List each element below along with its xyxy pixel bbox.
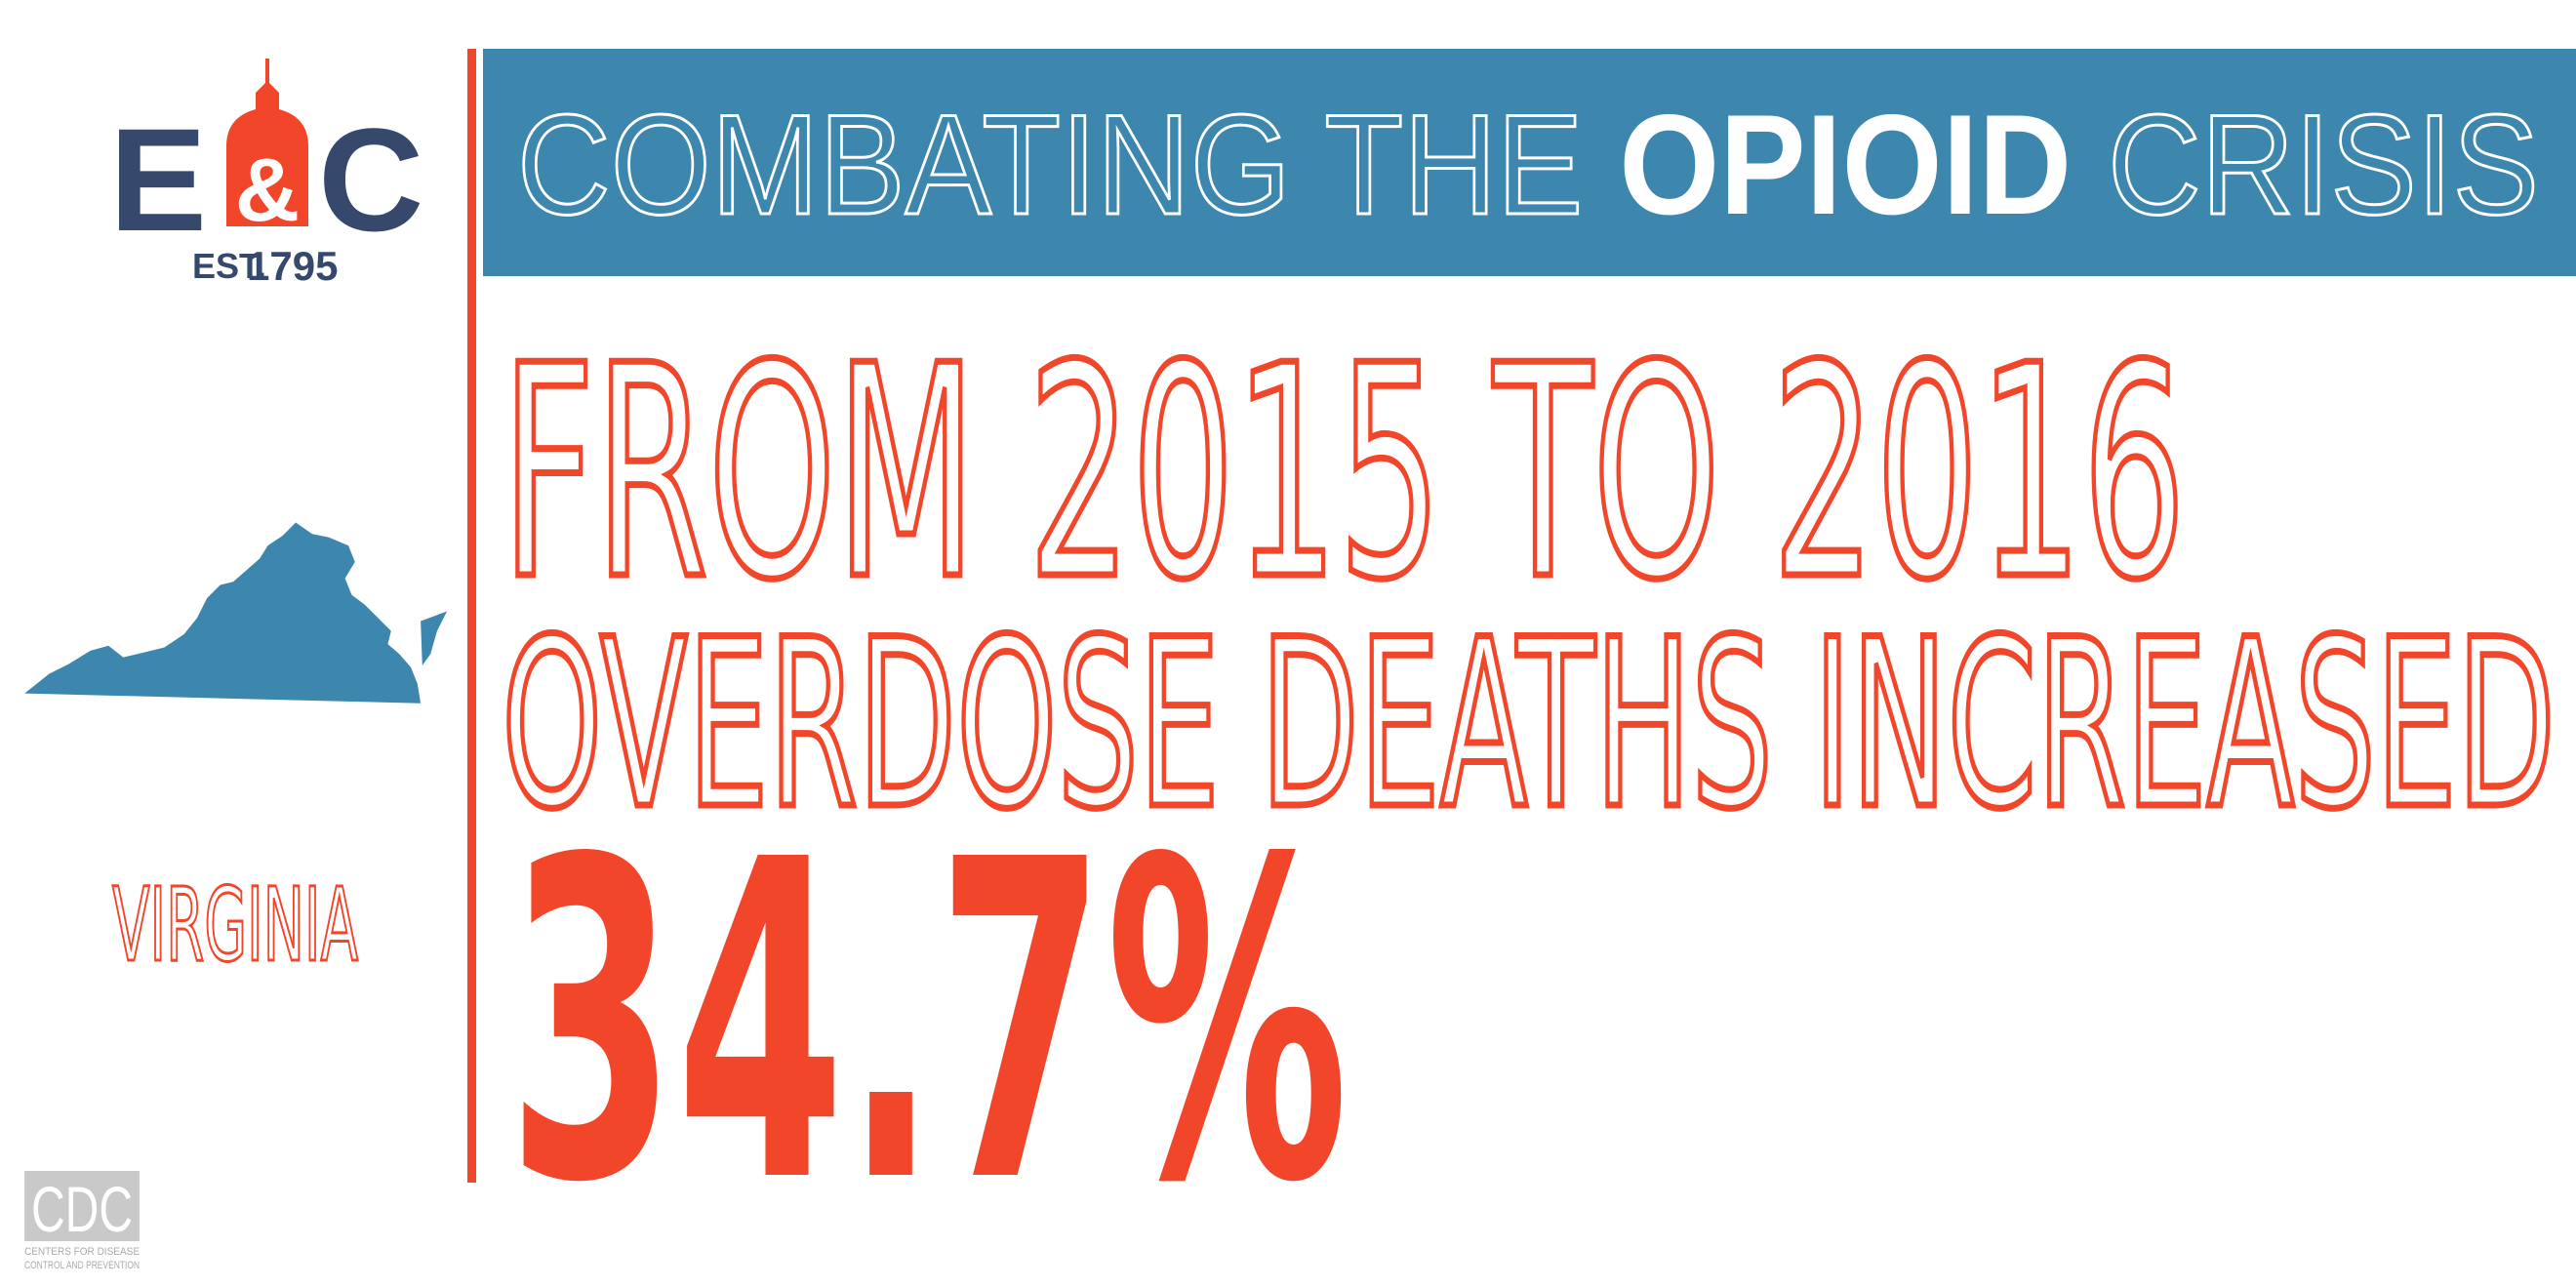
header-tail: CRISIS: [2072, 85, 2539, 244]
state-map: [24, 522, 448, 704]
logo-year: 1795: [247, 243, 338, 289]
state-label: VIRGINIA: [112, 865, 358, 985]
cdc-box: [24, 1171, 140, 1241]
logo-amp: &: [235, 141, 300, 240]
source-logo: CDC CENTERS FOR DISEASE CONTROL AND PREV…: [24, 1171, 140, 1271]
dome-icon: [226, 59, 308, 226]
logo: E & C EST. 1795: [109, 59, 423, 289]
virginia-shape: [24, 522, 422, 704]
cdc-abbr: CDC: [31, 1173, 133, 1245]
cdc-line2: CONTROL AND PREVENTION: [24, 1260, 140, 1271]
header-band: [483, 49, 2576, 276]
header-emphasis: OPIOID: [1619, 85, 2072, 244]
eastern-shore: [421, 611, 448, 666]
header-title: COMBATING THE OPIOID CRISIS: [517, 85, 2539, 244]
header-lead: COMBATING THE: [517, 85, 1619, 244]
logo-c: C: [318, 98, 423, 262]
statistic: 34.7%: [507, 768, 1348, 1279]
headline-line2: OVERDOSE DEATHS INCREASED: [502, 590, 2556, 861]
logo-e: E: [109, 98, 207, 262]
logo-est: EST.: [192, 246, 266, 286]
headline-line1: FROM 2015 TO 2016: [502, 303, 2186, 644]
cdc-line1: CENTERS FOR DISEASE: [24, 1246, 140, 1258]
divider: [467, 49, 476, 1183]
